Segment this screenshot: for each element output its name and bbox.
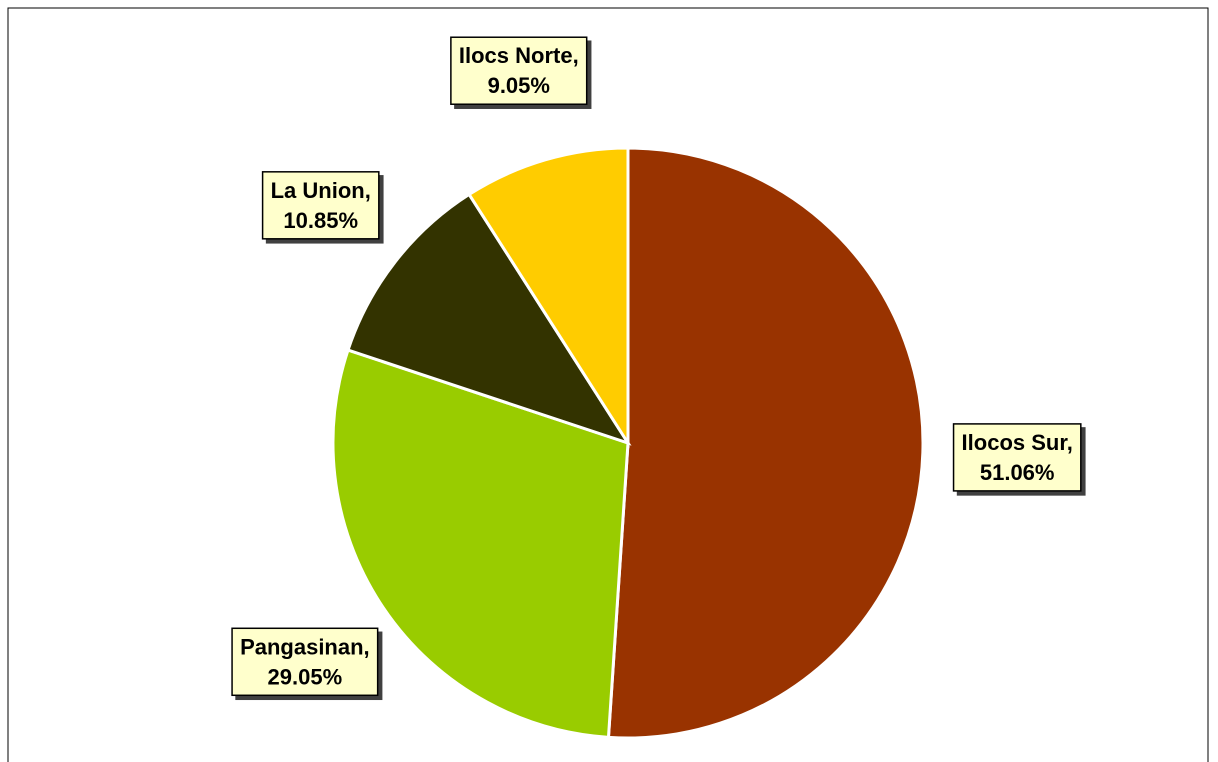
label-value: 29.05% bbox=[268, 664, 343, 689]
label-box bbox=[952, 423, 1082, 492]
data-label: Ilocos Sur, 51.06% bbox=[952, 423, 1082, 492]
label-value: 10.85% bbox=[283, 208, 358, 233]
label-box bbox=[231, 627, 379, 697]
label-box bbox=[261, 171, 380, 240]
label-category: La Union, bbox=[271, 178, 371, 203]
pie-slice bbox=[331, 348, 630, 739]
label-category: Ilocs Norte, bbox=[459, 43, 579, 68]
label-category: Ilocos Sur, bbox=[962, 430, 1073, 455]
data-label: Pangasinan, 29.05% bbox=[231, 627, 379, 697]
label-category: Pangasinan, bbox=[240, 634, 370, 659]
label-value: 9.05% bbox=[488, 73, 550, 98]
data-label: Ilocs Norte, 9.05% bbox=[450, 36, 588, 105]
pie-slice bbox=[346, 192, 632, 446]
label-box bbox=[450, 36, 588, 105]
pie-slice bbox=[606, 146, 925, 740]
data-label: La Union, 10.85% bbox=[261, 171, 380, 240]
pie-slice bbox=[467, 146, 630, 449]
label-value: 51.06% bbox=[980, 460, 1055, 485]
chart-frame bbox=[7, 7, 1209, 762]
